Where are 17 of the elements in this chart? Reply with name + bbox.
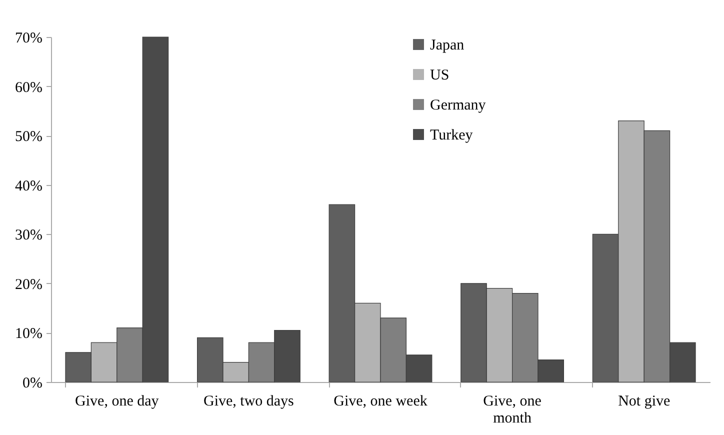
y-tick-label: 40% <box>15 178 42 194</box>
y-tick-label: 50% <box>15 129 42 146</box>
x-tick-label: Not give <box>618 394 670 410</box>
y-tick-label: 0% <box>22 376 42 392</box>
y-tick-label: 70% <box>15 30 42 46</box>
x-tick-label: Give, one week <box>334 394 428 410</box>
legend-label: Japan <box>430 38 465 54</box>
legend-label: Germany <box>430 98 486 114</box>
y-tick-label: 60% <box>15 80 42 96</box>
x-tick-label: Give, one day <box>75 394 160 410</box>
y-tick-label: 20% <box>15 276 42 293</box>
x-tick-label: Give, one month <box>483 394 542 426</box>
y-tick-label: 30% <box>15 228 42 244</box>
legend-label: Turkey <box>430 128 474 144</box>
x-tick-label: Give, two days <box>203 394 294 410</box>
legend-label: US <box>430 68 450 84</box>
y-tick-label: 10% <box>15 326 42 342</box>
